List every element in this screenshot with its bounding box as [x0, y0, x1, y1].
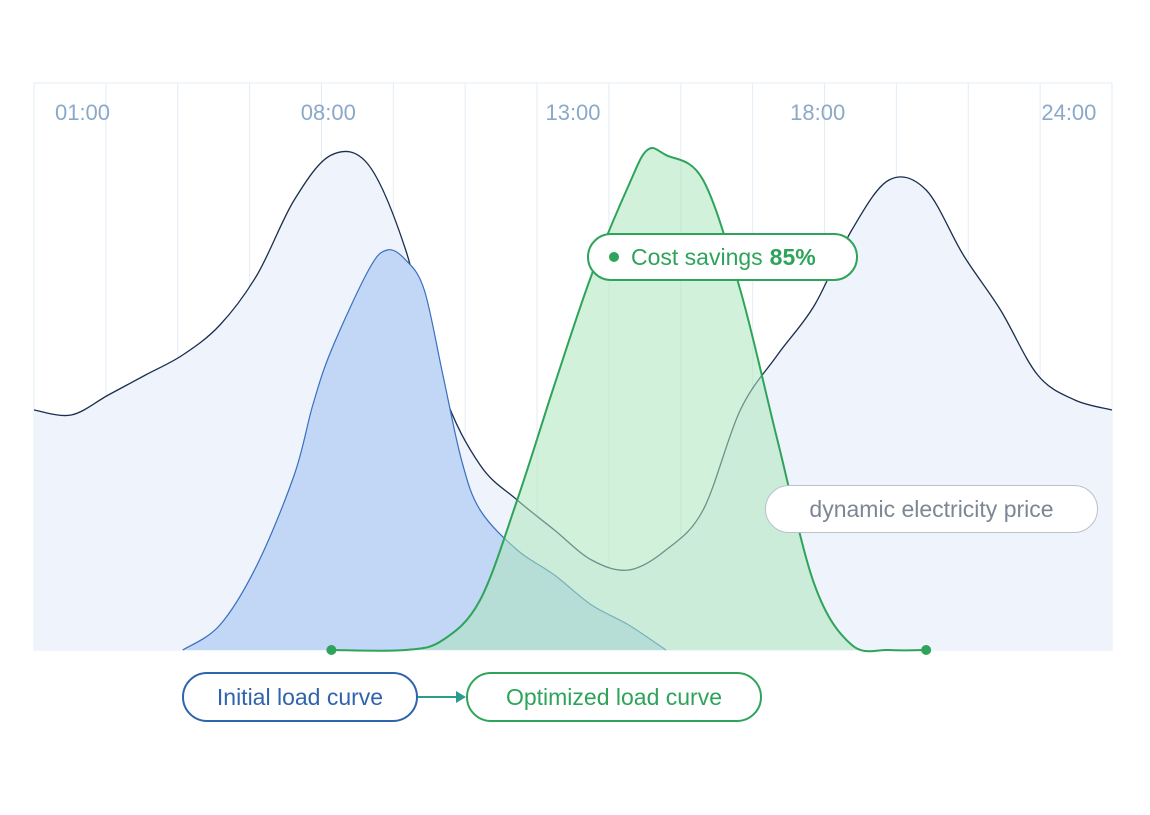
legend-optimized-load-curve: Optimized load curve [466, 672, 762, 722]
optimized-endpoint-marker [326, 645, 337, 655]
x-tick-label: 18:00 [790, 100, 846, 125]
optimized-load-area-line [331, 146, 927, 653]
price-series-label: dynamic electricity price [765, 485, 1098, 533]
cost-savings-value: 85% [769, 243, 816, 270]
x-tick-label: 13:00 [545, 100, 601, 125]
savings-dot-icon [609, 252, 619, 262]
arrow-right-icon [418, 691, 466, 703]
x-tick-label: 01:00 [54, 100, 111, 125]
cost-savings-badge: Cost savings 85% [587, 233, 858, 281]
x-tick-label: 24:00 [1041, 100, 1097, 125]
optimized-endpoint-marker [921, 645, 932, 655]
x-tick-label: 08:00 [300, 100, 356, 125]
cost-savings-label: Cost savings [631, 243, 763, 270]
initial-load-area-fill [182, 249, 666, 651]
chart-markers [326, 645, 932, 655]
legend-initial-load-curve: Initial load curve [182, 672, 418, 722]
chart-series [33, 146, 1113, 653]
